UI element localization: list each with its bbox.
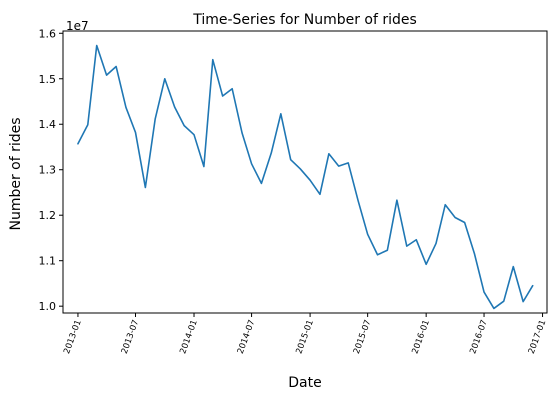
x-tick-label: 2014-07 xyxy=(236,319,258,356)
y-offset-label: 1e7 xyxy=(66,19,89,33)
series-line xyxy=(77,44,534,310)
x-tick-label: 2013-01 xyxy=(62,319,84,356)
x-tick-label: 2017-01 xyxy=(527,319,549,356)
y-tick-label: 1.6 xyxy=(39,27,57,40)
x-tick-label: 2015-01 xyxy=(294,319,316,356)
x-axis-label: Date xyxy=(288,375,321,391)
y-tick-label: 1.3 xyxy=(39,164,57,177)
y-tick-label: 1.4 xyxy=(39,118,57,131)
y-tick-label: 1.1 xyxy=(39,255,57,268)
y-axis-ticks: 1.0 1.1 1.2 1.3 1.4 1.5 1.6 xyxy=(39,27,63,313)
x-axis-ticks: 2013-01 2013-07 2014-01 2014-07 2015-01 2015-… xyxy=(62,313,548,355)
chart-title: Time-Series for Number of rides xyxy=(192,12,417,28)
x-tick-label: 2015-07 xyxy=(352,319,374,356)
x-tick-label: 2016-07 xyxy=(468,319,490,356)
y-axis-label: Number of rides xyxy=(8,117,24,230)
y-tick-label: 1.0 xyxy=(39,300,57,313)
x-tick-label: 2016-01 xyxy=(410,319,432,356)
x-tick-label: 2013-07 xyxy=(120,319,142,356)
y-tick-label: 1.5 xyxy=(39,73,57,86)
y-tick-label: 1.2 xyxy=(39,209,57,222)
x-tick-label: 2014-01 xyxy=(178,319,200,356)
plot-frame xyxy=(62,30,548,314)
